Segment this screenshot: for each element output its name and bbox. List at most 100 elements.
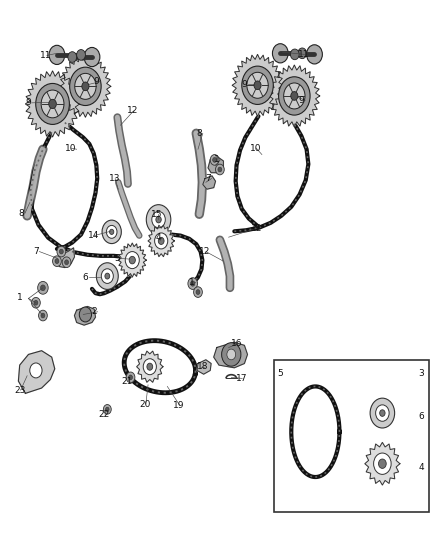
Polygon shape	[214, 342, 247, 368]
Circle shape	[129, 256, 135, 264]
Polygon shape	[18, 351, 55, 393]
Text: 6: 6	[418, 413, 424, 421]
Text: 7: 7	[205, 174, 211, 183]
Circle shape	[103, 405, 111, 414]
Circle shape	[41, 285, 45, 290]
Circle shape	[191, 281, 195, 286]
Circle shape	[213, 158, 216, 163]
Circle shape	[59, 249, 64, 254]
Circle shape	[298, 48, 307, 59]
Text: 1: 1	[214, 156, 219, 164]
Circle shape	[105, 273, 110, 279]
Circle shape	[30, 363, 42, 378]
Text: 19: 19	[173, 401, 184, 409]
Text: 9: 9	[94, 77, 99, 86]
Circle shape	[126, 372, 135, 383]
Circle shape	[79, 307, 92, 322]
Text: 4: 4	[418, 464, 424, 472]
Polygon shape	[208, 157, 223, 173]
Circle shape	[380, 410, 385, 416]
Circle shape	[227, 349, 236, 360]
Text: 10: 10	[250, 144, 261, 152]
Text: 4: 4	[155, 233, 161, 241]
Circle shape	[215, 164, 224, 175]
Text: 11: 11	[40, 51, 52, 60]
Circle shape	[75, 74, 96, 99]
Circle shape	[156, 216, 161, 223]
Circle shape	[36, 84, 69, 124]
Text: 16: 16	[231, 340, 243, 348]
Circle shape	[188, 278, 198, 289]
Circle shape	[106, 407, 109, 411]
Text: 21: 21	[122, 377, 133, 385]
Text: 9: 9	[242, 80, 247, 88]
Polygon shape	[269, 65, 320, 127]
Circle shape	[218, 167, 222, 172]
Circle shape	[378, 459, 386, 469]
Circle shape	[242, 66, 273, 104]
Text: 13: 13	[109, 174, 120, 183]
Circle shape	[96, 263, 118, 289]
Text: 8: 8	[18, 209, 24, 217]
Circle shape	[101, 269, 113, 284]
Circle shape	[291, 92, 298, 100]
Circle shape	[82, 82, 89, 91]
Circle shape	[370, 398, 395, 428]
Circle shape	[125, 252, 139, 269]
Circle shape	[194, 287, 202, 297]
Polygon shape	[57, 248, 74, 268]
Circle shape	[152, 212, 165, 228]
Polygon shape	[118, 243, 146, 277]
Circle shape	[64, 260, 68, 265]
Polygon shape	[365, 442, 400, 485]
Circle shape	[272, 44, 288, 63]
Circle shape	[210, 155, 219, 165]
Polygon shape	[148, 225, 174, 257]
Text: 20: 20	[139, 400, 151, 408]
Text: 5: 5	[114, 254, 120, 263]
Text: 1: 1	[17, 293, 22, 302]
Circle shape	[84, 47, 100, 67]
Circle shape	[307, 45, 322, 64]
Polygon shape	[197, 360, 211, 374]
Circle shape	[102, 220, 121, 244]
Polygon shape	[60, 55, 111, 117]
Text: 9: 9	[25, 99, 31, 107]
Polygon shape	[25, 71, 80, 137]
Text: 18: 18	[197, 362, 208, 371]
Text: 12: 12	[127, 107, 138, 115]
Circle shape	[39, 310, 47, 321]
Circle shape	[32, 297, 40, 308]
Circle shape	[55, 259, 59, 264]
Circle shape	[376, 405, 389, 421]
Circle shape	[34, 301, 38, 305]
Circle shape	[284, 83, 305, 109]
Polygon shape	[232, 54, 283, 116]
Text: 3: 3	[418, 369, 424, 377]
Text: 12: 12	[199, 247, 211, 256]
Circle shape	[106, 225, 117, 238]
Circle shape	[222, 343, 241, 366]
Text: 17: 17	[236, 374, 247, 383]
Circle shape	[49, 45, 65, 64]
Circle shape	[62, 257, 71, 268]
Text: 10: 10	[65, 144, 76, 152]
Circle shape	[38, 281, 48, 294]
Circle shape	[155, 233, 168, 249]
Circle shape	[129, 375, 132, 379]
Circle shape	[143, 359, 156, 375]
Circle shape	[68, 52, 77, 62]
Text: 2: 2	[91, 308, 97, 316]
Text: 9: 9	[299, 96, 304, 104]
Circle shape	[158, 237, 164, 245]
Circle shape	[254, 81, 261, 90]
Circle shape	[247, 72, 268, 98]
Circle shape	[146, 205, 171, 235]
Text: 22: 22	[99, 410, 110, 419]
Circle shape	[147, 363, 153, 370]
Text: 15: 15	[151, 210, 162, 219]
Circle shape	[374, 453, 391, 474]
Circle shape	[57, 246, 66, 257]
Text: 11: 11	[298, 50, 309, 59]
Circle shape	[279, 77, 310, 115]
